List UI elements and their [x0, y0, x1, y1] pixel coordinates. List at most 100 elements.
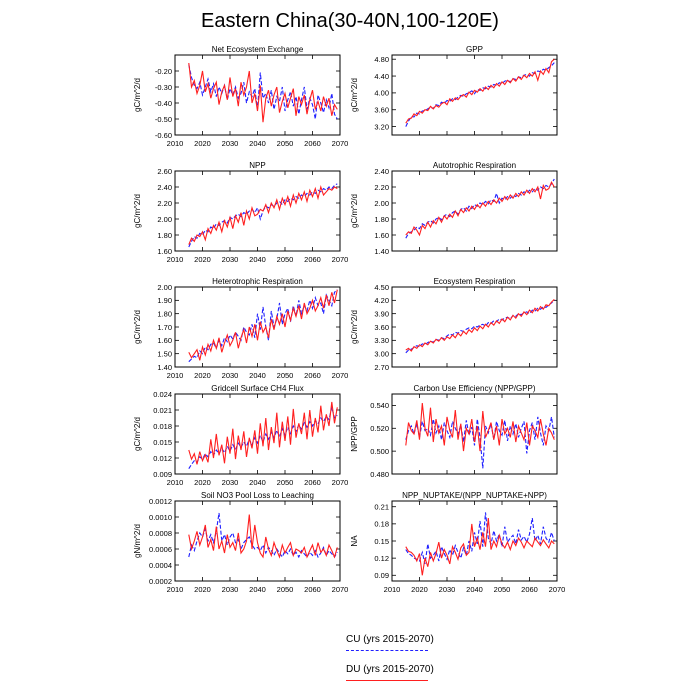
- y-tick-label: 3.30: [374, 336, 389, 345]
- x-tick-label: 2030: [222, 585, 239, 594]
- panel-carbon-use-efficiency-npp-gpp: Carbon Use Efficiency (NPP/GPP) NPP/GPP 0.…: [350, 384, 558, 479]
- x-tick-label: 2020: [411, 585, 428, 594]
- series-line-du: [405, 58, 555, 124]
- y-tick-label: 4.20: [374, 296, 389, 305]
- y-tick-label: 0.021: [153, 406, 172, 415]
- y-tick-label: -0.30: [155, 83, 172, 92]
- x-tick-label: 2030: [222, 478, 239, 487]
- y-axis-label: NPP/GPP: [350, 416, 359, 452]
- legend-line-cu: [346, 650, 428, 651]
- y-tick-label: -0.50: [155, 115, 172, 124]
- panel-gpp: GPP gC/m^2/d 3.20 3.60 4.00 4.40 4.80: [350, 45, 558, 136]
- legend-line-du: [346, 680, 428, 681]
- series-line-cu: [405, 62, 555, 127]
- x-tick-label: 2030: [222, 371, 239, 380]
- panel-gridcell-surface-ch4-flux: Gridcell Surface CH4 Flux gC/m^2/d 0.009 0.…: [133, 384, 348, 487]
- y-tick-label: 1.90: [157, 296, 172, 305]
- plot-frame: [174, 54, 341, 136]
- x-tick-label: 2060: [304, 139, 321, 148]
- series-line-du: [405, 403, 555, 452]
- y-tick-label: 0.024: [153, 390, 172, 399]
- y-tick-label: 0.012: [153, 454, 172, 463]
- y-tick-label: -0.40: [155, 99, 172, 108]
- y-tick-label: 0.18: [374, 520, 389, 529]
- y-tick-label: 2.00: [157, 283, 172, 292]
- plot-frame: [391, 170, 558, 252]
- y-tick-label: 0.480: [370, 470, 389, 479]
- x-tick-label: 2040: [249, 478, 266, 487]
- y-axis-label: gC/m^2/d: [133, 78, 142, 112]
- plot-frame: [391, 393, 558, 475]
- panel-soil-no3-pool-loss-to-leaching: Soil NO3 Pool Loss to Leaching gN/m^2/d 0.…: [133, 491, 348, 594]
- y-tick-label: 4.00: [374, 89, 389, 98]
- y-tick-label: 0.09: [374, 571, 389, 580]
- plot-frame: [174, 393, 341, 475]
- panel-title: Ecosystem Respiration: [434, 277, 516, 286]
- x-tick-label: 2010: [384, 585, 401, 594]
- x-tick-label: 2020: [194, 139, 211, 148]
- series-line-cu: [188, 512, 338, 559]
- x-tick-label: 2020: [194, 255, 211, 264]
- legend-label-du: DU (yrs 2015-2070): [346, 664, 434, 675]
- series-line-cu: [188, 407, 338, 469]
- panel-title: Heterotrophic Respiration: [212, 277, 303, 286]
- y-tick-label: 3.20: [374, 122, 389, 131]
- y-tick-label: 1.40: [157, 363, 172, 372]
- y-tick-label: 0.0012: [149, 497, 172, 506]
- x-tick-label: 2010: [167, 255, 184, 264]
- panel-title: Net Ecosystem Exchange: [212, 45, 304, 54]
- x-tick-label: 2020: [194, 371, 211, 380]
- x-tick-label: 2070: [332, 139, 349, 148]
- x-tick-label: 2040: [249, 139, 266, 148]
- plot-frame: [174, 500, 341, 582]
- y-tick-label: 0.0010: [149, 513, 172, 522]
- y-tick-label: 2.40: [157, 183, 172, 192]
- x-tick-label: 2070: [549, 585, 566, 594]
- y-tick-label: 0.15: [374, 537, 389, 546]
- y-tick-label: 1.80: [157, 231, 172, 240]
- x-tick-label: 2070: [332, 255, 349, 264]
- y-tick-label: 0.0004: [149, 561, 172, 570]
- panel-title: Gridcell Surface CH4 Flux: [211, 384, 303, 393]
- x-tick-label: 2030: [222, 139, 239, 148]
- y-tick-label: 0.21: [374, 503, 389, 512]
- y-tick-label: 4.80: [374, 55, 389, 64]
- y-tick-label: 0.540: [370, 401, 389, 410]
- x-tick-label: 2050: [277, 478, 294, 487]
- y-tick-label: 3.60: [374, 106, 389, 115]
- panel-heterotrophic-respiration: Heterotrophic Respiration gC/m^2/d 1.40 1.5…: [133, 277, 348, 380]
- y-tick-label: 2.60: [157, 167, 172, 176]
- panel-title: GPP: [466, 45, 483, 54]
- x-tick-label: 2040: [249, 255, 266, 264]
- y-tick-label: 0.015: [153, 438, 172, 447]
- x-tick-label: 2050: [494, 585, 511, 594]
- series-line-cu: [405, 178, 555, 239]
- series-line-cu: [405, 512, 555, 565]
- y-axis-label: gC/m^2/d: [350, 310, 359, 344]
- panel-title: Carbon Use Efficiency (NPP/GPP): [413, 384, 535, 393]
- series-line-du: [188, 401, 338, 465]
- y-tick-label: 1.60: [157, 247, 172, 256]
- y-tick-label: 2.70: [374, 363, 389, 372]
- series-line-du: [188, 514, 338, 559]
- figure-title: Eastern China(30-40N,100-120E): [201, 10, 499, 32]
- y-tick-label: 0.0006: [149, 545, 172, 554]
- y-axis-label: gC/m^2/d: [133, 417, 142, 451]
- y-tick-label: 0.500: [370, 447, 389, 456]
- panel-autotrophic-respiration: Autotrophic Respiration gC/m^2/d 1.40 1.60 1…: [350, 161, 558, 256]
- x-tick-label: 2010: [167, 371, 184, 380]
- x-tick-label: 2050: [277, 371, 294, 380]
- y-axis-label: gC/m^2/d: [350, 194, 359, 228]
- series-line-du: [188, 289, 338, 361]
- y-tick-label: 1.60: [157, 336, 172, 345]
- x-tick-label: 2060: [521, 585, 538, 594]
- plot-frame: [174, 286, 341, 368]
- y-tick-label: 3.90: [374, 309, 389, 318]
- series-line-du: [405, 518, 555, 576]
- y-tick-label: 1.60: [374, 231, 389, 240]
- y-axis-label: gC/m^2/d: [350, 78, 359, 112]
- y-tick-label: 1.80: [374, 215, 389, 224]
- plot-frame: [391, 286, 558, 368]
- y-tick-label: 2.00: [374, 199, 389, 208]
